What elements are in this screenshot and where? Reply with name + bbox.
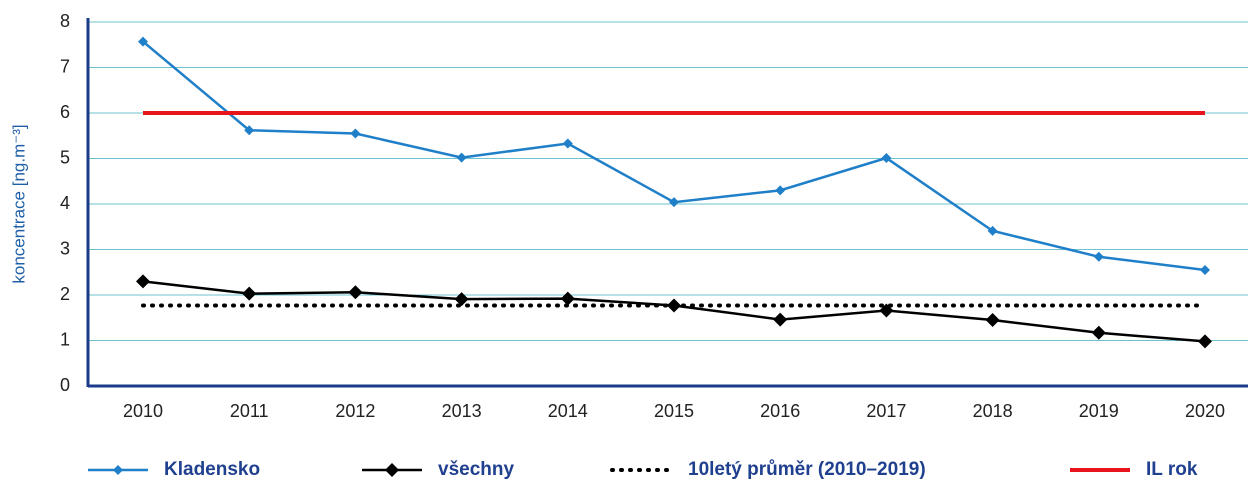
marker	[560, 291, 575, 306]
x-tick-label: 2010	[123, 401, 163, 421]
x-tick-label: 2019	[1079, 401, 1119, 421]
x-tick-label: 2016	[760, 401, 800, 421]
marker	[136, 274, 150, 289]
y-tick-label: 8	[60, 11, 70, 31]
y-tick-label: 6	[60, 102, 70, 122]
series-line	[142, 40, 1206, 272]
marker	[348, 285, 363, 300]
y-tick-label: 4	[60, 193, 70, 213]
y-tick-label: 2	[60, 284, 70, 304]
marker	[244, 125, 255, 136]
marker	[242, 286, 257, 301]
marker	[669, 197, 679, 208]
marker	[350, 128, 361, 139]
marker	[454, 292, 469, 307]
legend-label: IL rok	[1146, 459, 1198, 480]
marker	[138, 36, 148, 47]
marker	[1093, 251, 1104, 262]
marker	[456, 152, 467, 163]
x-tick-label: 2014	[548, 401, 588, 421]
y-tick-label: 7	[60, 56, 70, 76]
marker	[985, 313, 1000, 328]
x-tick-label: 2017	[866, 401, 906, 421]
x-tick-label: 2015	[654, 401, 694, 421]
marker	[881, 153, 892, 164]
y-axis-label: koncentrace [ng.m⁻³]	[9, 124, 28, 283]
y-tick-label: 0	[60, 375, 70, 395]
y-tick-label: 3	[60, 238, 70, 258]
legend-marker	[385, 463, 399, 477]
x-tick-label: 2012	[335, 401, 375, 421]
marker	[1198, 334, 1212, 349]
legend-marker	[113, 465, 123, 475]
marker	[775, 185, 786, 196]
x-tick-label: 2013	[442, 401, 482, 421]
marker	[1200, 264, 1210, 275]
legend-label: všechny	[438, 459, 514, 480]
marker	[987, 225, 998, 236]
x-tick-label: 2020	[1185, 401, 1225, 421]
x-tick-label: 2018	[973, 401, 1013, 421]
marker	[773, 312, 788, 327]
marker	[1091, 325, 1106, 340]
x-tick-label: 2011	[230, 401, 269, 421]
marker	[562, 138, 573, 149]
y-tick-label: 1	[60, 329, 70, 349]
legend-label: Kladensko	[164, 459, 260, 480]
legend-label: 10letý průměr (2010–2019)	[688, 459, 926, 480]
y-tick-label: 5	[60, 147, 70, 167]
